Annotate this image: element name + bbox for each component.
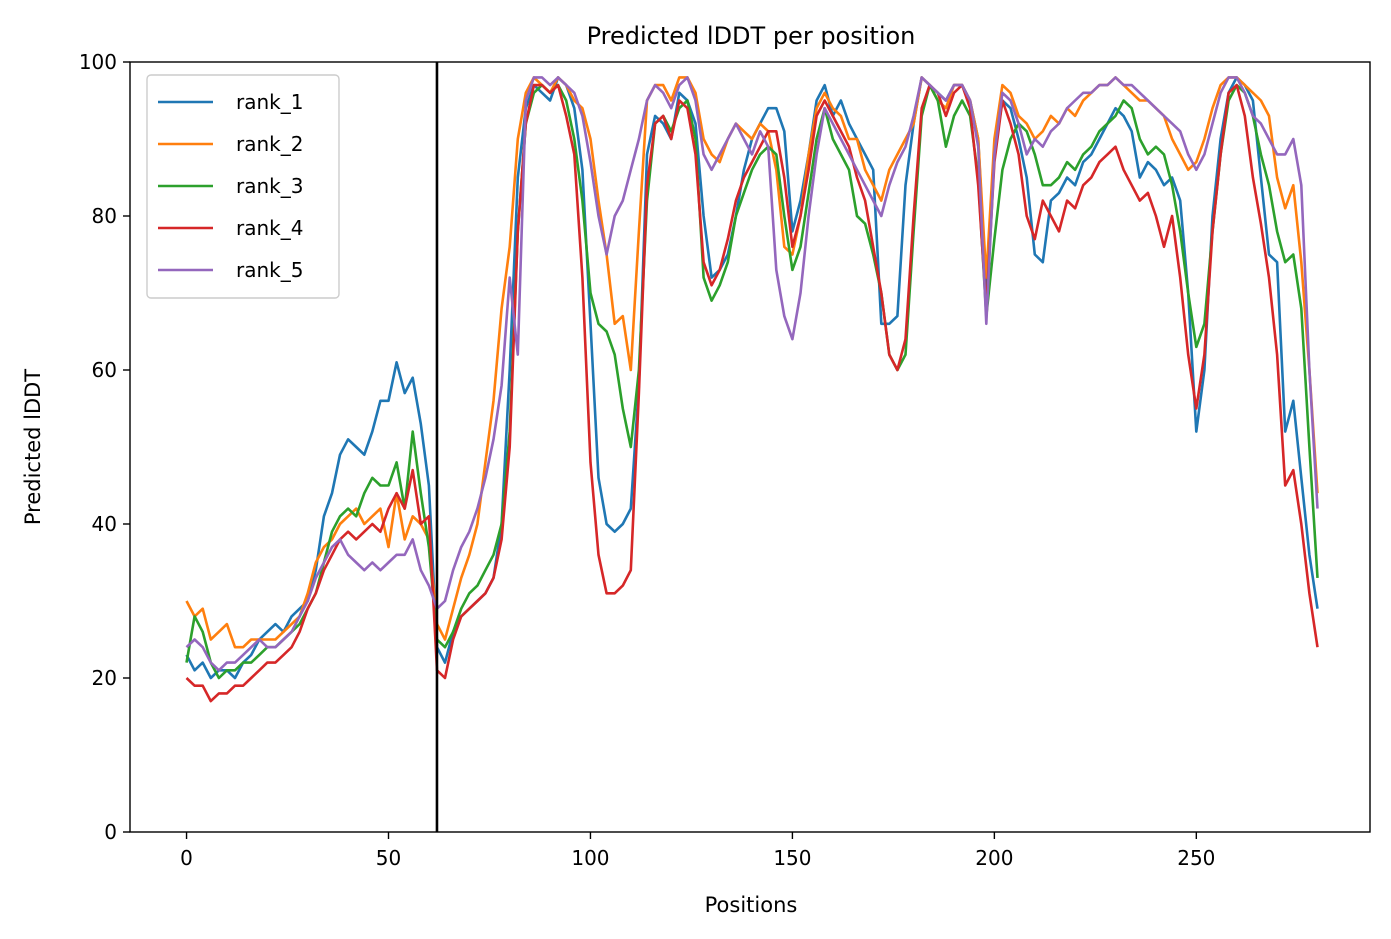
y-tick-label: 60 [92,358,117,382]
legend-label-rank_2: rank_2 [236,132,303,156]
legend-label-rank_5: rank_5 [236,258,303,282]
series-line-rank_4 [185,83,1319,703]
y-axis-title: Predicted lDDT [21,369,45,525]
x-tick-label: 0 [180,846,193,870]
series-line-rank_2 [185,76,1319,649]
legend: rank_1 rank_2 rank_3 rank_4 rank_5 [146,74,340,299]
y-tick-label: 0 [104,820,117,844]
y-tick-label: 40 [92,512,117,536]
series-line-rank_3 [185,83,1319,680]
y-axis: 0 20 40 60 80 100 [79,50,130,844]
plot-area-frame [129,61,1371,833]
legend-label-rank_4: rank_4 [236,216,303,240]
y-tick-label: 80 [92,204,117,228]
x-tick-label: 250 [1177,846,1215,870]
x-axis: 0 50 100 150 200 250 [180,832,1215,870]
series-line-rank_5 [185,76,1319,672]
x-tick-label: 200 [975,846,1013,870]
x-axis-title: Positions [705,893,798,917]
legend-box [146,74,340,299]
x-tick-label: 100 [571,846,609,870]
legend-label-rank_1: rank_1 [236,90,303,114]
legend-label-rank_3: rank_3 [236,174,303,198]
y-tick-label: 100 [79,50,117,74]
series-layer [185,76,1319,703]
chart-title: Predicted lDDT per position [587,22,916,50]
x-tick-label: 150 [773,846,811,870]
x-tick-label: 50 [376,846,401,870]
y-tick-label: 20 [92,666,117,690]
